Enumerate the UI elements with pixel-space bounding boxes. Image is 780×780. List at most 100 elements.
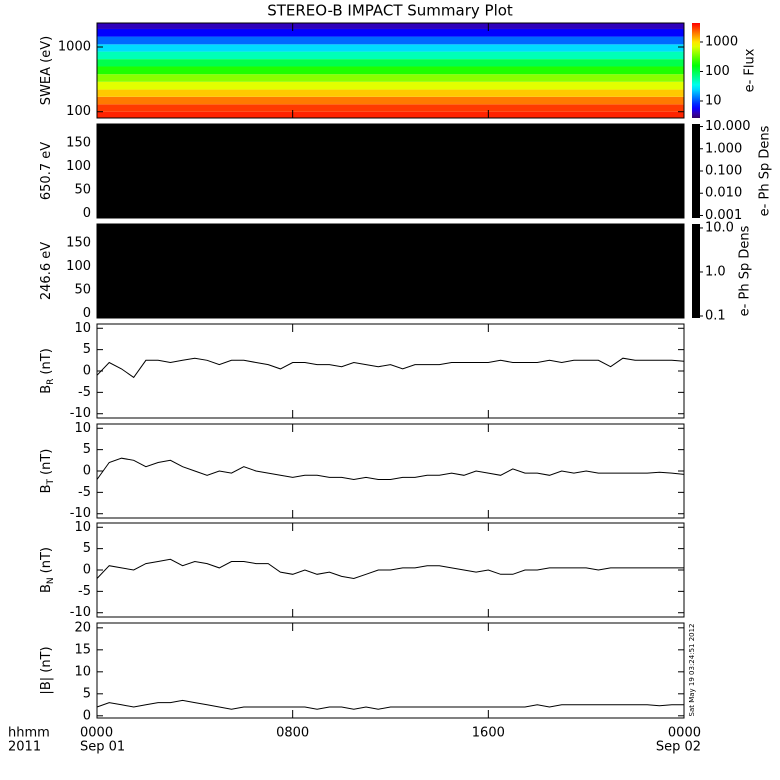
colorbar xyxy=(692,23,700,118)
y-axis-label: BT (nT) xyxy=(39,449,56,494)
spectrogram-band xyxy=(97,44,684,52)
y-tick-label: 5 xyxy=(83,342,91,357)
y-tick-label: 100 xyxy=(66,104,91,119)
panel-background xyxy=(97,324,684,418)
y-tick-label: 100 xyxy=(66,259,91,274)
x-tick-label: 0000 xyxy=(668,726,701,741)
y-tick-label: 100 xyxy=(66,159,91,174)
y-tick-label: 0 xyxy=(83,563,91,578)
panel-frame xyxy=(96,622,685,719)
colorbar-tick-label: 1000 xyxy=(705,34,738,49)
y-axis-label-text: B xyxy=(39,385,54,394)
spectrogram-band xyxy=(97,81,684,90)
y-axis-label: BR (nT) xyxy=(39,348,56,394)
y-tick-label: 0 xyxy=(83,364,91,379)
y-axis-label-text: B xyxy=(39,484,54,493)
colorbar-tick-label: 100 xyxy=(705,64,730,79)
panel-frame xyxy=(96,123,685,219)
colorbar-tick-label: 1.0 xyxy=(705,264,726,279)
panel-frame xyxy=(96,22,685,119)
colorbar-tick-label: 10.000 xyxy=(705,119,751,134)
spectrogram-band xyxy=(97,23,684,29)
spectrogram-band xyxy=(97,111,684,118)
spectrogram-band xyxy=(97,51,684,60)
y-tick-label: -5 xyxy=(78,385,91,400)
spectrogram-band xyxy=(97,74,684,82)
colorbar-tick-label: 0.010 xyxy=(705,186,742,201)
colorbar-tick-label: 0.100 xyxy=(705,164,742,179)
y-axis-label: SWEA (eV) xyxy=(39,36,54,105)
y-tick-label: 10 xyxy=(74,664,91,679)
colorbar xyxy=(692,124,700,218)
y-axis-label-subscript: R xyxy=(46,379,56,385)
y-tick-label: -10 xyxy=(70,605,91,620)
y-axis-label-text: |B| (nT) xyxy=(39,646,54,694)
spectrogram-band xyxy=(97,36,684,45)
spectrogram-band xyxy=(97,59,684,67)
y-tick-label: 0 xyxy=(83,708,91,723)
colorbar-tick-label: 0.1 xyxy=(705,308,726,323)
data-line xyxy=(96,457,685,481)
y-tick-label: 0 xyxy=(83,206,91,221)
y-tick-label: 15 xyxy=(74,642,91,657)
x-tick-label: 0000 xyxy=(80,726,113,741)
colorbar-tick-label: 1.000 xyxy=(705,141,742,156)
colorbar-tick-label: 10.0 xyxy=(705,220,734,235)
x-axis-label: hhmm xyxy=(8,726,50,741)
y-axis-label: 246.6 eV xyxy=(39,242,54,300)
data-line xyxy=(96,357,685,379)
pitch-angle-image xyxy=(97,224,684,318)
colorbar-label: e- Ph Sp Dens xyxy=(758,125,773,216)
spectrogram-band xyxy=(97,66,684,75)
y-tick-label: 10 xyxy=(74,321,91,336)
colorbar-tick-label: 0.001 xyxy=(705,208,742,223)
y-tick-label: -5 xyxy=(78,485,91,500)
y-axis-label: BN (nT) xyxy=(39,547,56,593)
y-tick-label: 20 xyxy=(74,620,91,635)
y-tick-label: 0 xyxy=(83,306,91,321)
y-axis-label-text: SWEA (eV) xyxy=(39,36,54,105)
y-tick-label: 150 xyxy=(66,235,91,250)
colorbar-label: e- Ph Sp Dens xyxy=(738,225,753,316)
y-axis-label-unit: (nT) xyxy=(39,348,54,374)
y-axis-label-text: 246.6 eV xyxy=(39,242,54,300)
y-tick-label: -5 xyxy=(78,584,91,599)
x-tick-label: 0800 xyxy=(276,726,309,741)
y-tick-label: 0 xyxy=(83,464,91,479)
x-tick-date: Sep 02 xyxy=(656,740,701,755)
y-tick-label: 1000 xyxy=(58,40,91,55)
chart-title: STEREO-B IMPACT Summary Plot xyxy=(267,2,513,20)
timestamp: Sat May 19 03:24:51 2012 xyxy=(688,623,696,716)
y-tick-label: 10 xyxy=(74,421,91,436)
y-tick-label: 50 xyxy=(74,182,91,197)
spectrogram-band xyxy=(97,104,684,112)
x-axis-label: 2011 xyxy=(8,740,41,755)
y-tick-label: 50 xyxy=(74,282,91,297)
y-tick-label: 5 xyxy=(83,686,91,701)
y-tick-label: 5 xyxy=(83,541,91,556)
colorbar xyxy=(692,224,700,318)
y-axis-label: 650.7 eV xyxy=(39,142,54,200)
x-tick-date: Sep 01 xyxy=(80,740,125,755)
y-tick-label: 5 xyxy=(83,442,91,457)
y-axis-label-subscript: N xyxy=(46,577,56,584)
y-axis-label-text: B xyxy=(39,584,54,593)
y-tick-label: 150 xyxy=(66,135,91,150)
data-line xyxy=(96,699,684,710)
panel-frame xyxy=(96,223,685,319)
y-tick-label: -10 xyxy=(70,506,91,521)
x-tick-label: 1600 xyxy=(472,726,505,741)
data-line xyxy=(96,558,684,580)
colorbar-tick-label: 10 xyxy=(705,93,722,108)
y-tick-label: -10 xyxy=(70,406,91,421)
y-axis-label-unit: (nT) xyxy=(39,547,54,573)
spectrogram-band xyxy=(97,28,684,37)
pitch-angle-image xyxy=(97,124,684,218)
y-axis-label-unit: (nT) xyxy=(39,449,54,475)
colorbar-label: e- Flux xyxy=(743,48,758,92)
spectrogram-band xyxy=(97,96,684,105)
panel-background xyxy=(97,623,684,718)
y-axis-label: |B| (nT) xyxy=(39,646,54,694)
spectrogram-band xyxy=(97,89,684,97)
